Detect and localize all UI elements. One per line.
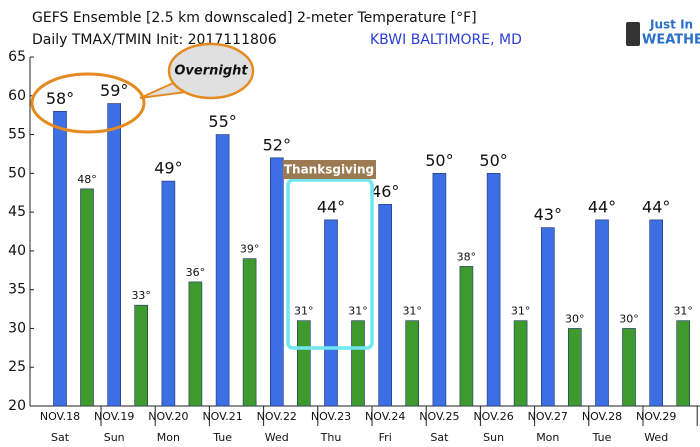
location: KBWI BALTIMORE, MD bbox=[370, 32, 522, 48]
bar bbox=[351, 320, 365, 407]
bar bbox=[567, 328, 582, 407]
value-label: 46° bbox=[371, 182, 399, 201]
x-tick-label: NOV.24 bbox=[365, 410, 405, 423]
annotation: Overnight bbox=[174, 64, 248, 79]
bar bbox=[513, 320, 528, 407]
highlight-ellipse bbox=[30, 72, 146, 134]
y-tick-label: 40 bbox=[8, 243, 26, 259]
bar bbox=[296, 320, 311, 407]
x-tick-label: Thu bbox=[320, 431, 342, 444]
x-tick-label: Sat bbox=[430, 431, 449, 444]
bar bbox=[242, 258, 257, 407]
x-tick-label: NOV.18 bbox=[40, 410, 80, 423]
y-tick-label: 60 bbox=[8, 88, 26, 104]
chart-subtitle: Daily TMAX/TMIN Init: 2017111806 bbox=[32, 32, 277, 48]
x-tick-label: NOV.20 bbox=[148, 410, 188, 423]
value-label: 31° bbox=[673, 305, 693, 318]
value-label: 55° bbox=[208, 112, 236, 131]
bar bbox=[486, 173, 501, 407]
x-tick-label: Tue bbox=[212, 431, 232, 444]
logo-text: Just In bbox=[649, 18, 693, 32]
bar bbox=[676, 320, 691, 407]
value-label: 58° bbox=[46, 89, 74, 108]
bar bbox=[378, 204, 393, 407]
x-tick-label: NOV.19 bbox=[94, 410, 134, 423]
value-label: 30° bbox=[619, 312, 639, 325]
y-tick-label: 50 bbox=[8, 165, 26, 181]
bar bbox=[459, 266, 474, 407]
x-tick-label: NOV.29 bbox=[636, 410, 676, 423]
bar bbox=[622, 328, 636, 407]
value-label: 31° bbox=[348, 305, 368, 318]
x-tick-label: NOV.22 bbox=[257, 410, 297, 423]
chart-title: GEFS Ensemble [2.5 km downscaled] 2-mete… bbox=[32, 10, 477, 26]
value-label: 59° bbox=[100, 81, 128, 100]
value-label: 44° bbox=[588, 197, 616, 216]
x-tick-label: Tue bbox=[592, 431, 612, 444]
value-label: 30° bbox=[565, 312, 585, 325]
bar bbox=[215, 134, 230, 407]
annotation-bg bbox=[283, 160, 376, 179]
y-tick-label: 25 bbox=[8, 359, 26, 375]
value-label: 31° bbox=[402, 305, 422, 318]
x-tick-label: Sun bbox=[104, 431, 125, 444]
value-label: 50° bbox=[479, 151, 507, 170]
y-tick-label: 45 bbox=[8, 204, 26, 220]
bar bbox=[595, 219, 609, 407]
x-tick-label: Wed bbox=[265, 431, 289, 444]
bar bbox=[80, 188, 94, 407]
value-label: 50° bbox=[425, 151, 453, 170]
bar bbox=[107, 103, 121, 407]
annotation: Thanksgiving bbox=[284, 163, 374, 177]
x-tick-label: Mon bbox=[536, 431, 559, 444]
value-label: 31° bbox=[511, 305, 531, 318]
bar bbox=[188, 281, 203, 407]
y-tick-label: 30 bbox=[8, 320, 26, 336]
x-tick-label: Wed bbox=[644, 431, 668, 444]
value-label: 39° bbox=[240, 243, 260, 256]
highlight-box bbox=[286, 178, 374, 350]
value-label: 43° bbox=[534, 205, 562, 224]
value-label: 33° bbox=[131, 289, 151, 302]
x-tick-label: NOV.26 bbox=[473, 410, 513, 423]
y-tick-label: 65 bbox=[8, 49, 26, 65]
value-label: 38° bbox=[457, 250, 477, 263]
x-tick-label: NOV.28 bbox=[582, 410, 622, 423]
value-label: 31° bbox=[294, 305, 314, 318]
value-label: 48° bbox=[77, 173, 97, 186]
logo-icon bbox=[626, 22, 640, 46]
x-tick-label: NOV.21 bbox=[202, 410, 242, 423]
y-tick-label: 55 bbox=[8, 127, 26, 143]
callout bbox=[167, 42, 255, 100]
bar bbox=[324, 219, 338, 407]
value-label: 52° bbox=[263, 135, 291, 154]
bar bbox=[134, 304, 148, 407]
value-label: 44° bbox=[317, 197, 345, 216]
y-tick-label: 35 bbox=[8, 282, 26, 298]
x-tick-label: Fri bbox=[379, 431, 392, 444]
x-tick-label: Sun bbox=[483, 431, 504, 444]
bar bbox=[269, 157, 284, 407]
bar bbox=[540, 227, 555, 407]
value-label: 49° bbox=[154, 159, 182, 178]
x-tick-label: Sat bbox=[51, 431, 70, 444]
bar bbox=[405, 320, 420, 407]
value-label: 36° bbox=[186, 266, 206, 279]
bar bbox=[53, 110, 67, 407]
bar bbox=[432, 173, 447, 407]
x-tick-label: NOV.23 bbox=[311, 410, 351, 423]
bar bbox=[161, 180, 176, 407]
logo-text: WEATHER bbox=[642, 33, 700, 48]
x-tick-label: Mon bbox=[157, 431, 180, 444]
x-tick-label: NOV.27 bbox=[528, 410, 568, 423]
y-tick-label: 20 bbox=[8, 398, 26, 414]
value-label: 44° bbox=[642, 197, 670, 216]
bar bbox=[649, 219, 664, 407]
x-tick-label: NOV.25 bbox=[419, 410, 459, 423]
